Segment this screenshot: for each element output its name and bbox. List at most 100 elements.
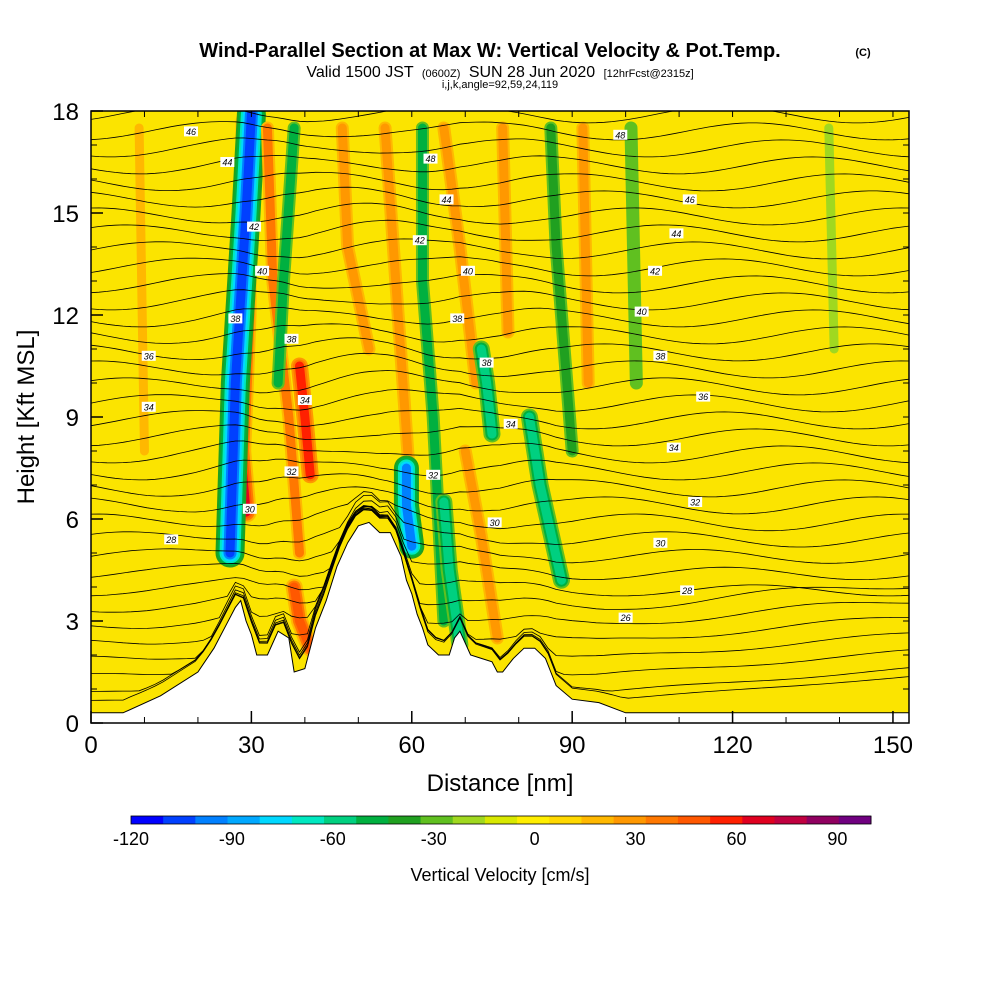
chart-subtitle: Valid 1500 JST (0600Z) SUN 28 Jun 2020 [… [306,64,693,81]
contour-label: 48 [613,129,628,140]
isentrope-line [91,186,909,209]
colorbar-swatch [195,816,229,824]
svg-text:26: 26 [620,613,631,623]
svg-text:38: 38 [482,358,492,368]
svg-text:46: 46 [685,195,695,205]
contour-label: 34 [297,395,312,406]
svg-text:32: 32 [690,498,700,508]
y-tick-label: 0 [66,711,79,738]
isentrope-line [91,323,909,345]
velocity-band [498,123,513,337]
isentrope-line [91,202,909,226]
velocity-band [225,111,256,558]
contour-label: 44 [220,157,235,168]
svg-text:38: 38 [452,314,462,324]
isentrope-line [91,307,909,328]
contour-label: 48 [423,153,438,164]
colorbar-swatch [324,816,357,824]
svg-text:44: 44 [442,195,452,205]
x-tick-label: 90 [559,732,586,759]
isentrope-line [91,458,909,481]
colorbar-tick-label: 90 [827,829,847,849]
contour-label: 30 [242,503,257,514]
isentrope-line [91,370,909,396]
colorbar-tick-label: 0 [530,829,540,849]
svg-text:32: 32 [428,470,438,480]
velocity-band [401,463,417,551]
svg-text:32: 32 [286,467,296,477]
x-tick-label: 60 [398,732,425,759]
y-tick-label: 3 [66,609,79,636]
y-tick-label: 12 [52,303,79,330]
contour-label: 46 [682,194,697,205]
colorbar [130,815,872,825]
svg-text:44: 44 [222,158,232,168]
isentrope-line [91,137,909,158]
contour-label: 36 [141,350,156,361]
svg-text:38: 38 [230,314,240,324]
svg-text:34: 34 [144,402,154,412]
colorbar-tick-label: -30 [421,829,447,849]
colorbar-swatch [838,816,872,824]
isentrope-line [91,289,909,311]
contour-label: 28 [680,585,695,596]
velocity-band [524,412,566,585]
isentrope-line [91,219,909,243]
svg-text:40: 40 [257,266,267,276]
colorbar-swatch [259,816,293,824]
colorbar-swatch [645,816,679,824]
contour-label: 38 [479,357,494,368]
colorbar-swatch [356,816,389,824]
svg-text:38: 38 [286,334,296,344]
potential-temperature-contours [91,111,909,701]
colorbar-swatch [710,816,743,824]
isentrope-line [91,504,909,660]
contour-labels: 46 44 42 40 38 38 36 34 34 32 30 28 48 44 42 40 38 38 34 32… [141,126,711,623]
y-tick-label: 6 [66,507,79,534]
svg-text:30: 30 [655,538,665,548]
contour-label: 44 [669,228,684,239]
isentrope-line [91,505,909,581]
contour-label: 38 [653,350,668,361]
velocity-band [273,123,299,388]
terrain-mask [91,521,909,723]
velocity-band [439,123,481,388]
contour-label: 44 [439,194,454,205]
colorbar-swatch [806,816,840,824]
svg-text:46: 46 [186,127,196,137]
svg-text:28: 28 [681,586,692,596]
chart-title: Wind-Parallel Section at Max W: Vertical… [199,40,780,62]
isentrope-line [91,508,909,597]
subtitle-valid: Valid 1500 JST [306,64,414,81]
isentrope-line [91,121,909,141]
isentrope-line [91,352,909,379]
svg-text:28: 28 [165,535,176,545]
colorbar-tick-label: -60 [320,829,346,849]
svg-text:40: 40 [463,266,473,276]
svg-text:36: 36 [698,392,708,402]
contour-label: 32 [284,466,299,477]
y-axis-label: Height [Kft MSL] [13,330,40,505]
colorbar-swatch [131,816,164,824]
x-tick-label: 30 [238,732,265,759]
velocity-band [295,361,315,480]
isentrope-line [91,238,909,260]
colorbar-swatch [613,816,647,824]
contour-label: 46 [183,126,198,137]
svg-text:42: 42 [415,236,425,246]
y-tick-label: 18 [52,99,79,126]
x-tick-label: 0 [84,732,97,759]
colorbar-swatch [581,816,615,824]
colorbar-label: Vertical Velocity [cm/s] [410,865,589,885]
colorbar-swatch [291,816,325,824]
contour-label: 34 [666,442,681,453]
colorbar-swatch [742,816,775,824]
chart-subtitle-indices: i,j,k,angle=92,59,24,119 [442,79,558,91]
y-tick-label: 15 [52,201,79,228]
contour-label: 34 [503,418,518,429]
isentrope-line [91,494,909,548]
colorbar-swatch [774,816,808,824]
isentrope-line [91,505,909,676]
colorbar-frame [130,815,872,825]
